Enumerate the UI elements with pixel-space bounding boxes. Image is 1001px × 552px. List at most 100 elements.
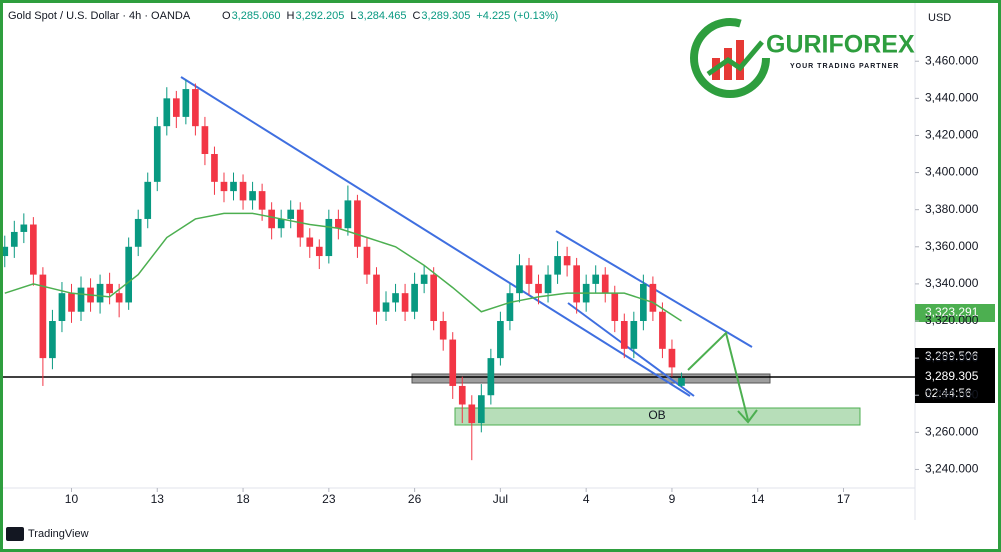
logo-arrow	[706, 40, 764, 77]
x-tick-label: 23	[322, 492, 336, 506]
trend-line	[180, 76, 691, 397]
y-tick-label: 3,420.000	[925, 128, 979, 142]
ob-box	[454, 407, 861, 426]
ohlc-l: 3,284.465	[358, 10, 407, 22]
x-tick-label: 10	[65, 492, 79, 506]
candle-body	[230, 181, 237, 192]
candle-body	[30, 224, 37, 275]
candle-body	[563, 256, 571, 266]
y-tick-label: 3,400.000	[925, 165, 979, 179]
countdown-label: 02:44:56	[925, 386, 972, 400]
x-tick-label: 14	[751, 492, 765, 506]
candle-body	[153, 126, 161, 182]
y-tick-label: 3,360.000	[925, 239, 979, 253]
candle-body	[620, 321, 628, 349]
x-tick-label: 13	[151, 492, 165, 506]
ohlc-o-label: O	[222, 10, 231, 22]
candle-body	[172, 98, 180, 117]
candle-body	[77, 287, 85, 312]
y-tick-label: 3,260.000	[925, 425, 979, 439]
candle-body	[649, 283, 657, 312]
candle-body	[258, 191, 266, 210]
candle-body	[506, 293, 514, 322]
ohlc-c: 3,289.305	[421, 10, 470, 22]
candle-body	[411, 283, 418, 312]
logo-ring	[690, 18, 770, 98]
candle-body	[306, 237, 314, 247]
candle-body	[611, 293, 619, 322]
ohlc-h-label: H	[287, 10, 295, 22]
logo-bar	[724, 48, 732, 80]
bid-tag-label: 3,289.506	[925, 349, 979, 363]
candle-body	[163, 98, 171, 127]
candle-body	[239, 181, 247, 201]
ma-tag-label: 3,323.291	[925, 305, 979, 319]
candle-body	[201, 126, 209, 155]
candle-body	[430, 274, 438, 322]
plot	[1, 79, 685, 461]
candle-body	[134, 218, 142, 247]
candle-body	[182, 89, 190, 117]
last-tag	[915, 348, 995, 403]
ohlc-l-label: L	[350, 10, 356, 22]
candle-body	[468, 404, 476, 424]
candle-body	[10, 231, 18, 247]
x-tick-label: 18	[236, 492, 250, 506]
logo-name: GURIFOREX	[766, 31, 915, 59]
projection-arrow	[687, 331, 749, 421]
candle-body	[249, 191, 256, 201]
candle-body	[439, 321, 447, 340]
candle-body	[373, 274, 380, 312]
candle-body	[192, 89, 199, 127]
logo-tagline: YOUR TRADING PARTNER	[790, 63, 899, 70]
candle-body	[678, 377, 685, 386]
candle-body	[601, 274, 609, 294]
candle-body	[401, 293, 409, 312]
candle-body	[477, 395, 485, 424]
candle-body	[277, 218, 285, 229]
candle-body	[573, 265, 580, 303]
candle-body	[144, 181, 152, 219]
currency: USD	[928, 12, 951, 24]
candle-body	[458, 385, 466, 405]
candle-body	[1, 246, 9, 257]
candle-body	[49, 321, 56, 359]
candle-body	[544, 274, 552, 294]
arrow-head	[737, 409, 758, 424]
ohlc-change: +4.225 (+0.13%)	[476, 10, 558, 22]
ohlc-o: 3,285.060	[232, 10, 281, 22]
y-tick-label: 3,380.000	[925, 202, 979, 216]
candle-body	[315, 246, 323, 257]
moving-average	[4, 212, 682, 322]
candle-body	[335, 218, 342, 229]
candle-body	[115, 293, 123, 303]
zone-box	[411, 373, 771, 384]
y-tick-label: 3,320.000	[925, 313, 979, 327]
footer-icon	[6, 527, 24, 541]
candle-body	[125, 246, 133, 303]
candle-body	[668, 348, 676, 368]
candle-body	[630, 321, 638, 349]
candle-body	[640, 283, 647, 322]
candle-body	[39, 274, 47, 359]
candle-body	[344, 200, 352, 229]
candle-body	[96, 283, 104, 303]
x-tick-label: 17	[837, 492, 851, 506]
candle-body	[535, 283, 542, 294]
candle-body	[487, 358, 495, 396]
candle-body	[592, 274, 600, 284]
ohlc-c-label: C	[412, 10, 420, 22]
y-tick-label: 3,460.000	[925, 53, 979, 67]
candle-body	[296, 209, 304, 238]
candle-body	[106, 283, 113, 294]
candle-body	[659, 311, 666, 349]
candle-body	[554, 256, 561, 275]
candle-body	[354, 200, 361, 247]
footer-brand: TradingView	[28, 528, 89, 540]
candle-body	[325, 218, 333, 257]
candle-body	[287, 209, 295, 219]
channel-bottom	[567, 302, 695, 397]
